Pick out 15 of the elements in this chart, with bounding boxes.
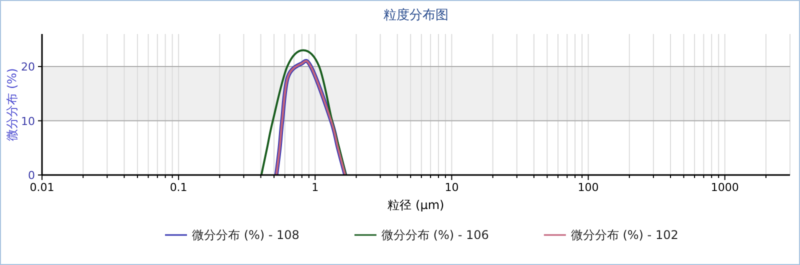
x-tick-label: 1000 — [710, 181, 739, 194]
y-tick-label: 0 — [28, 169, 35, 182]
legend-label: 微分分布 (%) - 106 — [381, 228, 489, 242]
x-tick-label: 0.1 — [170, 181, 188, 194]
y-tick-label: 20 — [21, 60, 35, 74]
x-tick-label: 1 — [312, 181, 319, 194]
x-tick-label: 100 — [578, 181, 599, 194]
x-tick-label: 10 — [444, 181, 459, 194]
x-tick-label: 0.01 — [30, 181, 54, 194]
legend-label: 微分分布 (%) - 102 — [570, 228, 678, 242]
chart-title: 粒度分布图 — [384, 7, 448, 23]
y-tick-label: 10 — [21, 114, 35, 128]
y-axis-title: 微分分布 (%) — [5, 68, 19, 141]
x-axis-title: 粒径 (μm) — [388, 198, 444, 212]
legend-label: 微分分布 (%) - 108 — [192, 228, 300, 242]
